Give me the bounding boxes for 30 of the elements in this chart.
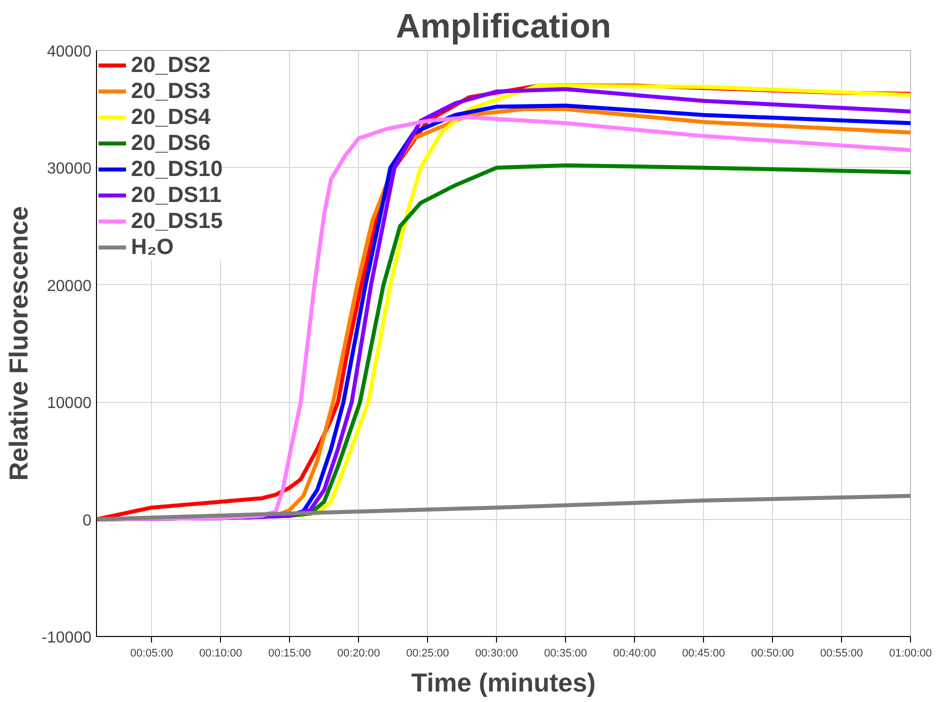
legend-label: 20_DS11 (131, 182, 222, 208)
x-tick-label: 00:45:00 (682, 648, 725, 660)
chart-title: Amplification (396, 8, 612, 46)
y-tick-label: 30000 (47, 160, 92, 178)
x-tick-label: 00:10:00 (199, 648, 242, 660)
x-tick-label: 00:50:00 (751, 648, 794, 660)
y-tick-label: 10000 (47, 395, 92, 412)
y-tick-label: 0 (82, 512, 92, 530)
legend-label: 20_DS10 (131, 156, 223, 182)
line-series (96, 494, 910, 522)
x-tick-label: 00:55:00 (820, 648, 863, 660)
x-tick-label: 00:25:00 (406, 648, 450, 660)
y-tick-label: 20000 (47, 278, 92, 295)
legend-label: 20_DS6 (131, 130, 211, 156)
legend-label: H₂O (131, 234, 174, 260)
legend-label: 20_DS2 (131, 52, 211, 78)
y-tick-label: 40000 (47, 44, 92, 60)
x-tick-label: 01:00:00 (889, 648, 932, 660)
x-tick-label: 00:15:00 (268, 648, 312, 660)
legend-label: 20_DS3 (131, 78, 211, 104)
x-tick-label: 00:40:00 (613, 648, 656, 660)
y-tick-label: -10000 (42, 630, 92, 646)
x-axis-title: Time (minutes) (411, 668, 596, 698)
x-tick-label: 00:05:00 (130, 648, 174, 660)
x-tick-label: 00:35:00 (544, 648, 588, 660)
x-tick-label: 00:30:00 (475, 648, 518, 660)
y-axis-title: Relative Fluorescence (4, 206, 34, 481)
x-tick-label: 00:20:00 (337, 648, 380, 660)
legend-label: 20_DS15 (131, 208, 223, 234)
legend-label: 20_DS4 (131, 104, 211, 130)
